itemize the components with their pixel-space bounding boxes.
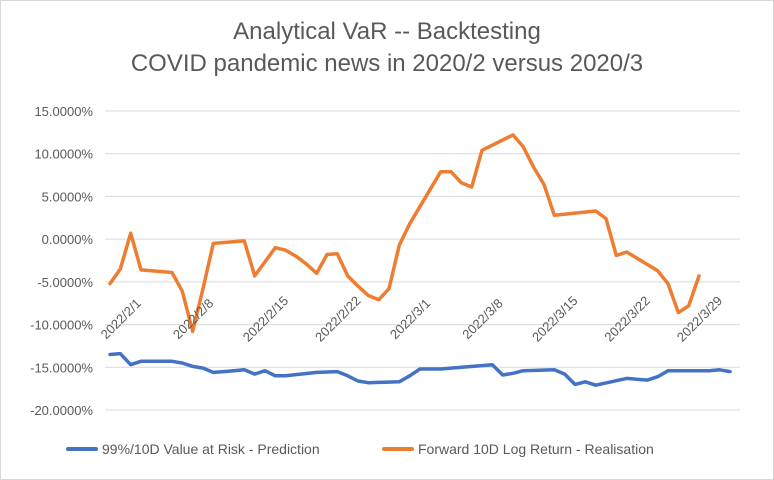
x-tick-label: 2022/2/15 bbox=[240, 293, 292, 345]
y-tick-label: -20.0000% bbox=[30, 403, 93, 418]
y-tick-label: -5.0000% bbox=[37, 275, 93, 290]
x-tick-label: 2022/3/1 bbox=[387, 296, 433, 342]
series-lines bbox=[108, 133, 732, 387]
legend-label-1: Forward 10D Log Return - Realisation bbox=[418, 441, 654, 457]
y-tick-label: 5.0000% bbox=[42, 189, 94, 204]
x-axis-ticks: 2022/2/1 2022/2/8 2022/2/15 2022/2/22 2022/3… bbox=[98, 293, 726, 345]
x-tick-label: 2022/3/29 bbox=[674, 293, 726, 345]
y-tick-label: 0.0000% bbox=[42, 232, 94, 247]
x-tick-label: 2022/2/8 bbox=[170, 296, 216, 342]
y-tick-label: -10.0000% bbox=[30, 318, 93, 333]
legend: 99%/10D Value at Risk - Prediction Forwar… bbox=[66, 441, 654, 457]
chart-title-line2: COVID pandemic news in 2020/2 versus 202… bbox=[130, 50, 644, 77]
chart-title-line1: Analytical VaR -- Backtesting bbox=[233, 18, 541, 45]
series-line-1 bbox=[108, 133, 701, 334]
x-tick-label: 2022/2/22 bbox=[312, 293, 364, 345]
x-tick-label: 2022/2/1 bbox=[98, 296, 144, 342]
chart-title: Analytical VaR -- Backtesting COVID pand… bbox=[0, 16, 774, 80]
x-tick-label: 2022/3/15 bbox=[529, 293, 581, 345]
legend-label-0: 99%/10D Value at Risk - Prediction bbox=[102, 441, 320, 457]
y-tick-label: 15.0000% bbox=[34, 104, 93, 119]
x-tick-label: 2022/3/8 bbox=[459, 296, 505, 342]
x-tick-label: 2022/3/22 bbox=[601, 293, 653, 345]
y-tick-label: -15.0000% bbox=[30, 360, 93, 375]
gridlines bbox=[105, 110, 740, 411]
series-line-0 bbox=[108, 351, 732, 387]
y-tick-label: 10.0000% bbox=[34, 147, 93, 162]
y-axis-ticks: 15.0000% 10.0000% 5.0000% 0.0000% -5.0000% -1… bbox=[30, 104, 93, 418]
